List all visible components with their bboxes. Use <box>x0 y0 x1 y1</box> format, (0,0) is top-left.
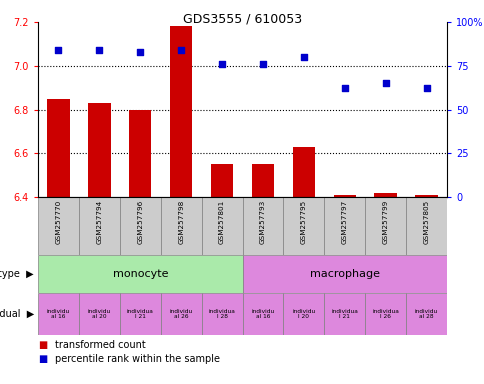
Bar <box>324 293 364 335</box>
Bar <box>292 147 315 197</box>
Bar <box>242 197 283 255</box>
Point <box>55 47 62 53</box>
Text: individual  ▶: individual ▶ <box>0 309 34 319</box>
Bar <box>79 197 120 255</box>
Text: transformed count: transformed count <box>55 340 145 350</box>
Bar <box>38 197 79 255</box>
Text: GSM257805: GSM257805 <box>423 200 429 244</box>
Bar <box>242 293 283 335</box>
Bar <box>364 293 405 335</box>
Text: GSM257797: GSM257797 <box>341 200 347 244</box>
Text: individu
al 16: individu al 16 <box>47 309 70 319</box>
Text: GSM257770: GSM257770 <box>55 200 61 244</box>
Text: GSM257795: GSM257795 <box>300 200 306 244</box>
Bar <box>374 193 396 197</box>
Point <box>381 80 389 86</box>
Bar <box>38 255 242 293</box>
Bar <box>405 197 446 255</box>
Text: GSM257801: GSM257801 <box>219 200 225 244</box>
Bar <box>88 103 110 197</box>
Text: GSM257798: GSM257798 <box>178 200 184 244</box>
Text: individu
al 26: individu al 26 <box>169 309 192 319</box>
Text: individu
al 16: individu al 16 <box>251 309 274 319</box>
Text: GSM257799: GSM257799 <box>382 200 388 244</box>
Text: macrophage: macrophage <box>309 269 379 279</box>
Point <box>258 61 266 67</box>
Bar <box>129 109 151 197</box>
Text: GSM257794: GSM257794 <box>96 200 102 244</box>
Bar <box>47 99 70 197</box>
Point <box>95 47 103 53</box>
Text: individua
l 21: individua l 21 <box>331 309 358 319</box>
Text: individu
al 20: individu al 20 <box>88 309 111 319</box>
Point <box>136 49 144 55</box>
Bar <box>211 164 233 197</box>
Bar <box>169 26 192 197</box>
Point <box>177 47 185 53</box>
Bar <box>324 197 364 255</box>
Bar <box>333 195 355 197</box>
Text: individua
l 21: individua l 21 <box>126 309 153 319</box>
Bar <box>414 195 437 197</box>
Bar <box>405 293 446 335</box>
Point <box>422 85 429 91</box>
Bar <box>120 197 160 255</box>
Text: individu
l 20: individu l 20 <box>292 309 315 319</box>
Bar <box>283 293 324 335</box>
Text: ■: ■ <box>38 354 47 364</box>
Bar <box>160 293 201 335</box>
Bar <box>251 164 273 197</box>
Text: GSM257793: GSM257793 <box>259 200 265 244</box>
Text: ■: ■ <box>38 340 47 350</box>
Text: individua
l 26: individua l 26 <box>371 309 398 319</box>
Text: individua
l 28: individua l 28 <box>208 309 235 319</box>
Point <box>340 85 348 91</box>
Point <box>299 54 307 60</box>
Text: monocyte: monocyte <box>112 269 167 279</box>
Bar <box>242 255 446 293</box>
Bar <box>120 293 160 335</box>
Text: cell type  ▶: cell type ▶ <box>0 269 34 279</box>
Bar <box>201 197 242 255</box>
Bar <box>160 197 201 255</box>
Point <box>218 61 226 67</box>
Bar <box>283 197 324 255</box>
Text: GDS3555 / 610053: GDS3555 / 610053 <box>182 12 302 25</box>
Bar <box>79 293 120 335</box>
Bar <box>38 293 79 335</box>
Bar <box>364 197 405 255</box>
Text: individu
al 28: individu al 28 <box>414 309 437 319</box>
Bar <box>201 293 242 335</box>
Text: percentile rank within the sample: percentile rank within the sample <box>55 354 220 364</box>
Text: GSM257796: GSM257796 <box>137 200 143 244</box>
